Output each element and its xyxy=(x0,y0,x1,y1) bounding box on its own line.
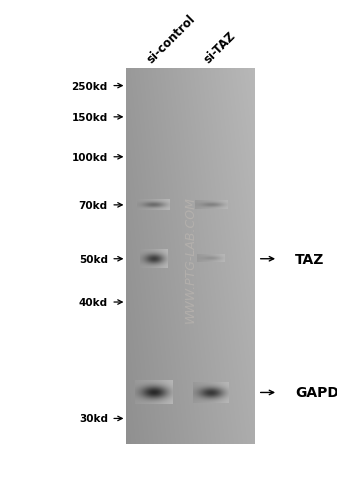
Text: 100kd: 100kd xyxy=(71,153,108,162)
Text: 30kd: 30kd xyxy=(79,414,108,423)
Text: WWW.PTG-LAB.COM: WWW.PTG-LAB.COM xyxy=(184,196,197,323)
Text: 250kd: 250kd xyxy=(71,82,108,91)
Text: 40kd: 40kd xyxy=(79,298,108,307)
Text: si-TAZ: si-TAZ xyxy=(202,30,238,66)
Text: 150kd: 150kd xyxy=(71,113,108,122)
Text: GAPDH: GAPDH xyxy=(295,385,337,400)
Text: TAZ: TAZ xyxy=(295,252,324,266)
Text: si-control: si-control xyxy=(144,13,198,66)
Text: 70kd: 70kd xyxy=(79,201,108,210)
Text: 50kd: 50kd xyxy=(79,254,108,264)
